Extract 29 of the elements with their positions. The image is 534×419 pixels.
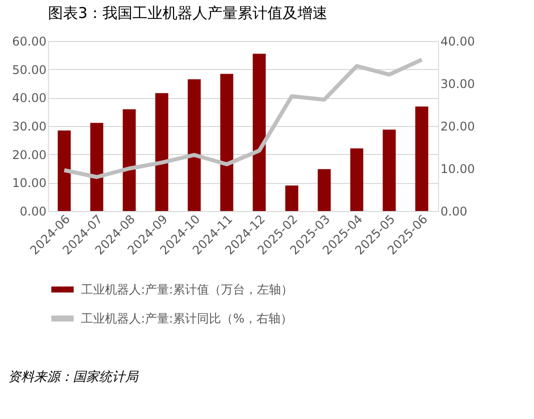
- text: 资料来源：国家统计局: [8, 369, 139, 385]
- y-tick-label: 30.00: [12, 120, 46, 134]
- y-tick-label: 40.00: [12, 91, 46, 106]
- bar: [220, 74, 234, 211]
- bar: [382, 130, 396, 211]
- y2-tick-label: 30.00: [440, 77, 475, 91]
- y2-tick-label: 40.00: [440, 34, 475, 48]
- bar: [252, 54, 266, 211]
- y-tick-label: 60.00: [12, 34, 46, 48]
- bar: [318, 169, 331, 211]
- line-series: [62, 58, 424, 179]
- y2-tick-label: 20.00: [440, 120, 475, 134]
- bar: [155, 93, 168, 211]
- bar: [415, 106, 428, 211]
- y-tick-label: 10.00: [12, 176, 46, 190]
- y-tick-label: 0.00: [20, 204, 46, 218]
- y2-tick-label: 10.00: [440, 162, 475, 176]
- y-tick-label: 20.00: [12, 148, 46, 162]
- legend-label: 工业机器人:产量:累计值（万台，左轴）: [81, 282, 294, 296]
- y2-tick-label: 0.00: [440, 204, 468, 218]
- y-tick-label: 50.00: [12, 62, 46, 77]
- bar: [350, 148, 364, 211]
- legend-label: 工业机器人:产量:累计同比（%，右轴）: [81, 312, 292, 326]
- bar: [285, 186, 298, 211]
- chart-title: 图表3：我国工业机器人产量累计值及增速: [48, 4, 328, 22]
- bar: [58, 130, 71, 211]
- bar: [122, 109, 136, 211]
- bar: [90, 122, 104, 211]
- bar: [188, 79, 201, 211]
